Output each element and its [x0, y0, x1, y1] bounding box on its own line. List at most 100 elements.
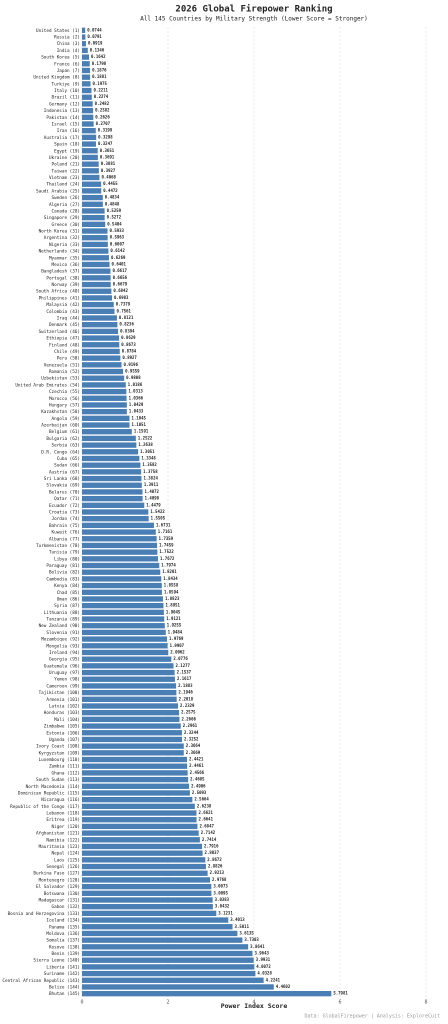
bar: [82, 67, 91, 74]
bar: [82, 281, 111, 288]
value-label: 3.5011: [235, 924, 250, 929]
value-label: 0.0744: [87, 27, 102, 32]
bar: [82, 87, 92, 94]
value-label: 2.1883: [178, 683, 193, 688]
bar: [82, 502, 145, 508]
value-label: 1.3582: [142, 462, 157, 467]
y-tick-label: Bahrain (75): [49, 523, 80, 529]
y-tick-label: Kuwait (76): [52, 530, 80, 536]
value-label: 3.9643: [254, 951, 269, 956]
y-tick-label: Dominican Republic (115): [18, 790, 80, 796]
bar: [82, 41, 86, 47]
y-tick-label: Spain (18): [54, 142, 80, 148]
bar: [82, 422, 130, 428]
value-label: 2.4421: [189, 757, 204, 762]
bar: [82, 589, 162, 595]
bar: [82, 322, 118, 328]
value-label: 2.1277: [175, 663, 190, 668]
value-label: 2.0062: [170, 649, 185, 654]
value-label: 0.4455: [103, 181, 118, 186]
value-label: 0.3881: [101, 161, 116, 166]
y-tick-label: Madagascar (131): [39, 898, 80, 904]
value-label: 2.0776: [173, 656, 188, 661]
value-label: 0.1975: [92, 81, 107, 86]
value-label: 1.9255: [167, 623, 182, 628]
y-tick-label: Qatar (71): [54, 496, 80, 502]
value-label: 2.4461: [189, 763, 204, 768]
bar: [82, 723, 181, 729]
value-label: 0.3651: [100, 148, 115, 153]
bar: [82, 395, 127, 401]
bar: [82, 301, 114, 308]
y-tick-label: Moldova (136): [46, 931, 80, 937]
value-label: 0.2707: [96, 121, 111, 126]
value-label: 0.4472: [103, 188, 118, 193]
value-label: 0.7379: [116, 302, 131, 307]
bar: [82, 756, 188, 763]
bar: [82, 188, 102, 194]
value-label: 0.5259: [107, 208, 122, 213]
y-tick-label: Niger (120): [52, 824, 80, 830]
y-tick-label: Iraq (44): [57, 316, 80, 322]
bar: [82, 348, 120, 355]
bar: [82, 950, 253, 957]
bar: [82, 214, 105, 221]
bar: [82, 602, 164, 609]
value-label: 2.8037: [205, 850, 220, 855]
y-tick-label: Libya (80): [54, 556, 80, 562]
bar: [82, 743, 184, 749]
value-label: 0.6269: [111, 255, 126, 260]
source-note: Data: GlobalFirepower | Analysis: Explor…: [305, 1014, 440, 1020]
value-label: 2.7142: [201, 830, 216, 835]
bar: [82, 462, 141, 468]
y-tick-label: Liberia (141): [46, 964, 80, 970]
bar: [82, 643, 168, 649]
bar: [82, 930, 238, 937]
y-tick-label: South Africa (40): [36, 289, 80, 295]
bar: [82, 27, 86, 34]
value-label: 0.6983: [114, 295, 129, 300]
y-tick-label: Switzerland (46): [39, 329, 80, 335]
value-label: 0.4068: [101, 175, 116, 180]
value-label: 0.0791: [87, 34, 102, 39]
value-label: 0.2582: [95, 108, 110, 113]
bar: [82, 542, 158, 549]
y-tick-label: Argentina (32): [44, 235, 80, 241]
value-label: 4.0328: [257, 971, 272, 976]
y-tick-label: Morocco (56): [49, 396, 80, 402]
bar: [82, 382, 126, 388]
y-tick-label: New Zealand (90): [39, 623, 80, 629]
value-label: 2.8672: [207, 857, 222, 862]
value-label: 0.2274: [94, 94, 109, 99]
bar: [82, 435, 136, 442]
y-tick-label: Croatia (73): [49, 510, 80, 516]
bar: [82, 342, 120, 348]
y-tick-label: Japan (7): [57, 68, 80, 74]
value-label: 2.3669: [186, 750, 201, 755]
bar: [82, 964, 255, 970]
y-tick-label: China (3): [57, 41, 80, 47]
bar: [82, 94, 92, 100]
bar: [82, 924, 233, 930]
y-tick-label: Sri Lanka (68): [44, 476, 80, 482]
value-label: 2.3664: [186, 743, 201, 748]
bar: [82, 730, 182, 736]
value-label: 2.3252: [184, 736, 199, 741]
bar: [82, 883, 212, 890]
bar: [82, 629, 166, 636]
value-label: 3.0095: [213, 890, 228, 895]
bar: [82, 495, 143, 502]
y-tick-label: Cuba (65): [57, 456, 80, 462]
y-tick-label: Thailand (24): [46, 182, 80, 188]
bar: [82, 402, 127, 408]
bar: [82, 843, 203, 850]
y-tick-label: Ukraine (20): [49, 155, 80, 161]
y-tick-label: Kyrgyzstan (109): [39, 750, 80, 756]
bar: [82, 107, 94, 114]
value-label: 1.7974: [161, 563, 176, 568]
value-label: 3.0383: [215, 897, 230, 902]
y-tick-label: Myanmar (35): [49, 255, 80, 261]
y-tick-label: Vietnam (23): [49, 175, 80, 181]
value-label: 1.7522: [159, 549, 174, 554]
value-label: 1.5422: [150, 509, 165, 514]
